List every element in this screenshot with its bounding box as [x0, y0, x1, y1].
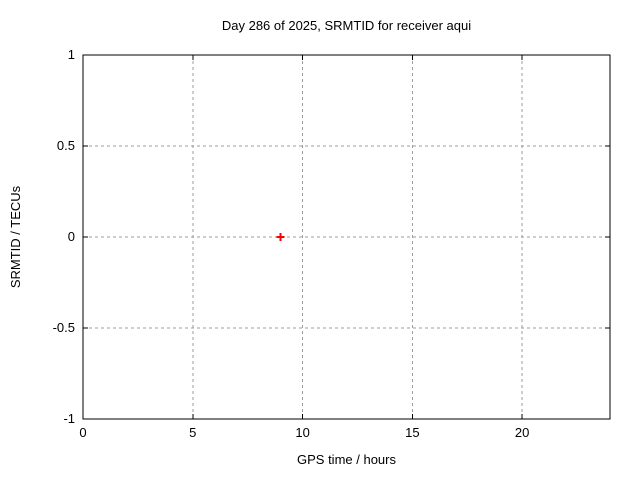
x-tick-label: 20: [515, 425, 529, 440]
chart-title: Day 286 of 2025, SRMTID for receiver aqu…: [221, 18, 472, 33]
y-tick-label: 0.5: [57, 138, 75, 153]
y-tick-label: 0: [68, 229, 75, 244]
x-tick-label: 0: [79, 425, 86, 440]
x-tick-label: 10: [295, 425, 309, 440]
x-tick-label: 15: [405, 425, 419, 440]
y-tick-label: -0.5: [53, 320, 75, 335]
x-tick-label: 5: [189, 425, 196, 440]
y-tick-label: 1: [68, 47, 75, 62]
x-axis-label: GPS time / hours: [297, 452, 396, 467]
y-tick-label: -1: [63, 411, 75, 426]
